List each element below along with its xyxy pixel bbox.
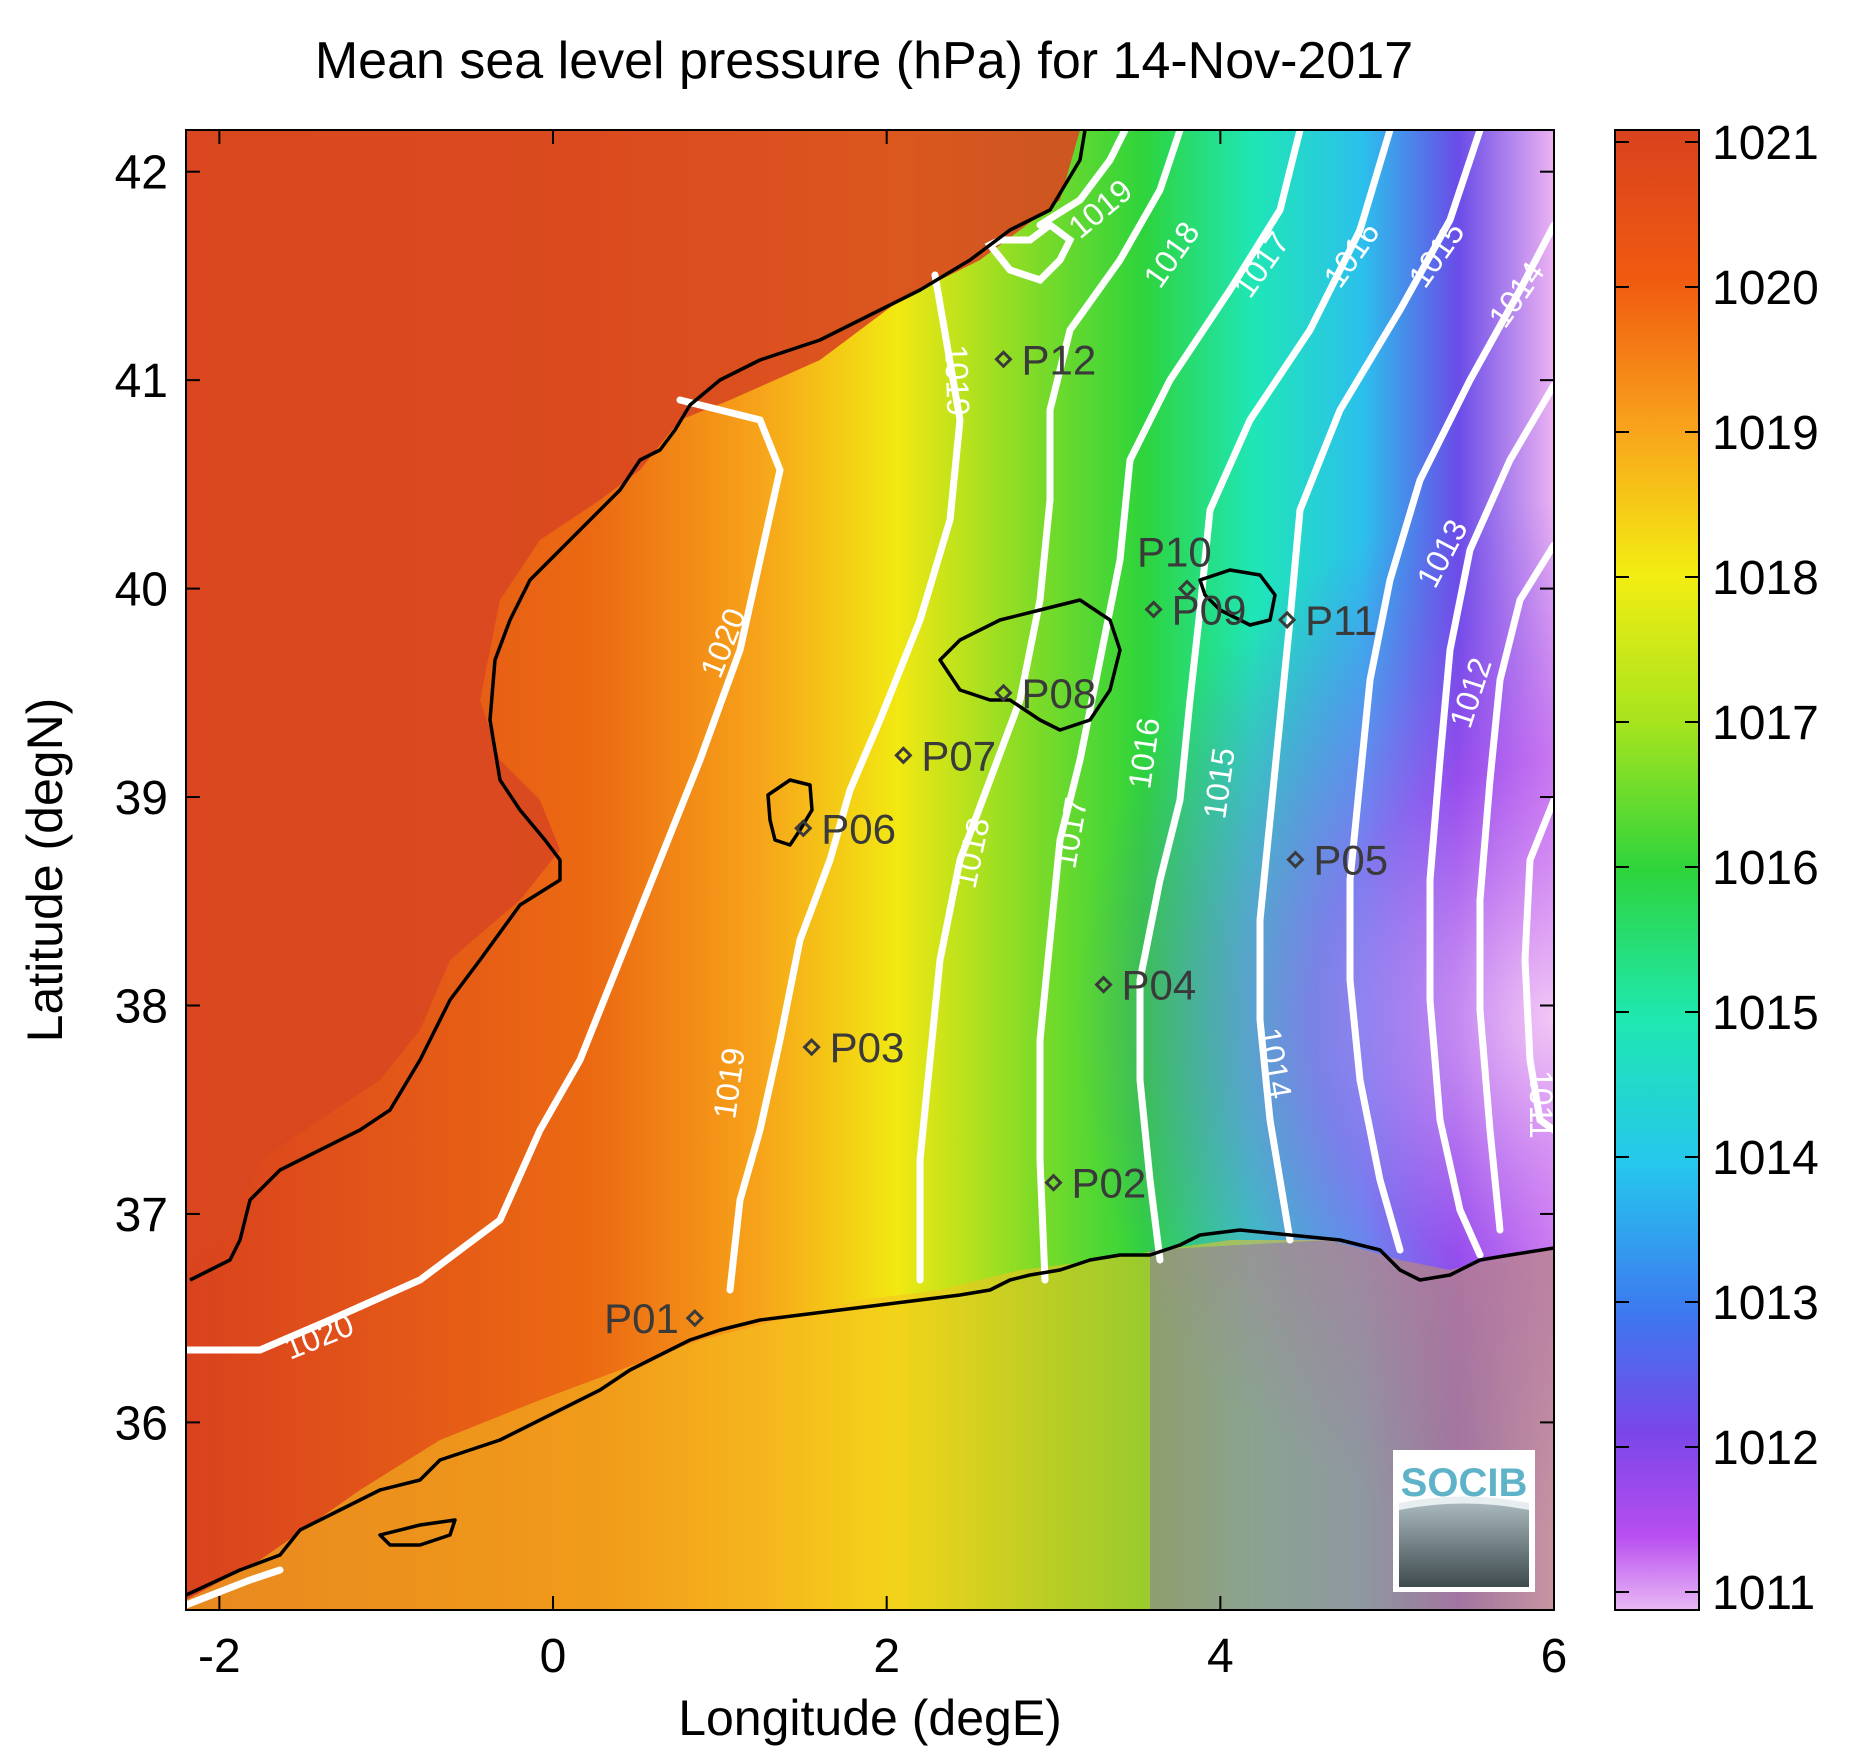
coast-iberia — [189, 130, 1087, 1282]
colorbar-tick-label: 1014 — [1712, 1132, 1819, 1185]
station-label: P11 — [1305, 597, 1377, 644]
station-label: P03 — [830, 1024, 905, 1071]
plot-frame — [185, 129, 1555, 1611]
colorbar-tick-label: 1011 — [1712, 1567, 1815, 1620]
station-p04[interactable]: P04 — [1094, 962, 1197, 1009]
socib-logo-text: SOCIB — [1401, 1461, 1528, 1505]
colorbar-tick-label: 1018 — [1712, 552, 1819, 605]
colorbar-tick-label: 1021 — [1712, 117, 1819, 170]
station-p12[interactable]: P12 — [994, 336, 1096, 383]
station-label: P01 — [604, 1295, 679, 1342]
socib-logo: SOCIB — [1393, 1450, 1535, 1592]
station-label: P10 — [1137, 529, 1212, 576]
station-label: P02 — [1072, 1160, 1147, 1207]
colorbar-tick-label: 1013 — [1712, 1277, 1819, 1330]
coast-menorca — [1198, 568, 1277, 627]
isobar-1018 — [916, 130, 1184, 1284]
station-p08[interactable]: P08 — [994, 670, 1096, 717]
colorbar: 1021 1020 1019 1018 1017 1016 1015 1014 1013 1012… — [1614, 117, 1819, 1620]
coast-north-africa — [186, 1228, 1554, 1597]
coast-alboran — [378, 1518, 457, 1547]
isobar-1013 — [1426, 381, 1554, 1259]
y-tick-label: 37 — [115, 1189, 168, 1242]
station-label: P07 — [921, 732, 996, 779]
isobar-1019-north — [1036, 130, 1129, 229]
station-label: P04 — [1122, 962, 1197, 1009]
y-axis: 42 41 40 39 38 37 36 — [115, 147, 1554, 1450]
station-p10[interactable]: P10 — [1137, 529, 1212, 598]
station-p07[interactable]: P07 — [894, 732, 996, 779]
station-p06[interactable]: P06 — [794, 805, 896, 852]
chart-title: Mean sea level pressure (hPa) for 14-Nov… — [315, 32, 1413, 90]
station-label: P06 — [821, 805, 896, 852]
isobar-1016 — [1136, 130, 1394, 1264]
station-marker — [794, 819, 813, 838]
y-tick-label: 36 — [115, 1397, 168, 1450]
isobar-1020 — [186, 396, 784, 1354]
station-marker — [1286, 850, 1305, 869]
x-axis: -2 0 2 4 6 — [198, 130, 1567, 1683]
isobar-1011 — [1521, 796, 1554, 1134]
coast-mallorca — [938, 598, 1122, 732]
x-tick-label: 4 — [1207, 1630, 1234, 1683]
station-marker — [802, 1038, 821, 1057]
station-marker — [685, 1309, 704, 1328]
land-north-africa — [186, 1240, 1554, 1610]
colorbar-ticks: 1021 1020 1019 1018 1017 1016 1015 1014 1013 1012… — [1615, 117, 1819, 1620]
x-tick-label: 0 — [540, 1630, 567, 1683]
station-p05[interactable]: P05 — [1286, 837, 1388, 884]
station-marker — [1044, 1173, 1063, 1192]
isobar-1015 — [1256, 130, 1484, 1244]
station-marker — [1277, 610, 1297, 629]
plot-area: 1020 1020 1019 1019 1019 1018 1018 1017 … — [186, 130, 1559, 1610]
socib-logo-wave — [1399, 1496, 1529, 1510]
coastlines — [186, 130, 1554, 1597]
isobar-1012 — [1476, 541, 1554, 1234]
isobar-1019-loop — [984, 220, 1075, 285]
station-label: P08 — [1021, 670, 1096, 717]
y-tick-label: 38 — [115, 980, 168, 1033]
station-marker — [994, 350, 1013, 369]
station-p03[interactable]: P03 — [802, 1024, 905, 1071]
x-tick-label: 2 — [873, 1630, 900, 1683]
contour-label: 1011 — [1523, 1070, 1559, 1139]
station-marker — [894, 746, 913, 765]
colorbar-tick-label: 1012 — [1712, 1422, 1819, 1475]
y-axis-label: Latitude (degN) — [17, 698, 73, 1043]
colorbar-tick-label: 1019 — [1712, 407, 1819, 460]
isobar-1014 — [1346, 221, 1554, 1254]
colorbar-tick-label: 1020 — [1712, 262, 1819, 315]
colorbar-gradient — [1614, 129, 1700, 1611]
station-label: P12 — [1021, 336, 1096, 383]
colorbar-tick-label: 1017 — [1712, 697, 1819, 750]
x-axis-label: Longitude (degE) — [678, 1690, 1062, 1746]
station-p01[interactable]: P01 — [604, 1295, 704, 1342]
isobar-contours — [186, 130, 1554, 1609]
isobar-1020-south — [186, 1566, 284, 1609]
x-tick-label: 6 — [1541, 1630, 1568, 1683]
isobar-1019 — [726, 271, 964, 1294]
station-marker — [1177, 579, 1197, 598]
colorbar-tick-label: 1015 — [1712, 987, 1819, 1040]
colorbar-tick-label: 1016 — [1712, 842, 1819, 895]
socib-logo-image — [1399, 1503, 1529, 1587]
station-marker — [994, 683, 1013, 702]
land-iberia — [186, 130, 1080, 1275]
x-tick-label: -2 — [198, 1630, 241, 1683]
y-tick-label: 41 — [115, 355, 168, 408]
y-tick-label: 40 — [115, 564, 168, 617]
station-marker — [1144, 600, 1163, 619]
isobar-1017 — [1036, 130, 1304, 1284]
station-p02[interactable]: P02 — [1044, 1160, 1147, 1207]
station-marker — [1094, 975, 1113, 994]
station-p11[interactable]: P11 — [1277, 597, 1377, 644]
contour-label: 1019 — [938, 344, 976, 416]
station-label: P05 — [1313, 837, 1388, 884]
y-tick-label: 42 — [115, 147, 168, 200]
y-tick-label: 39 — [115, 772, 168, 825]
